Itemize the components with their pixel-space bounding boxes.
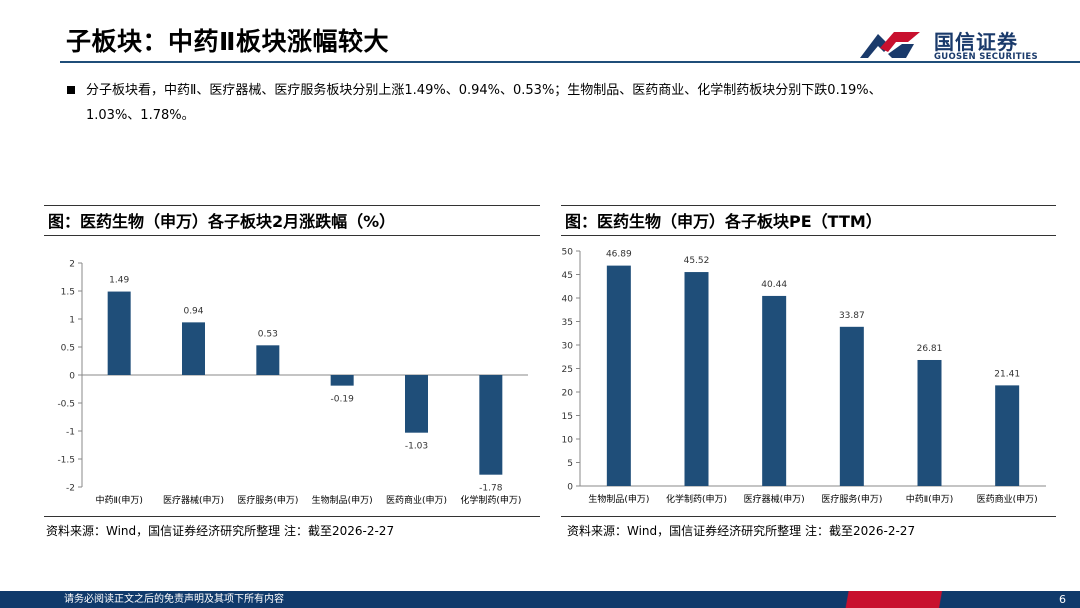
left-chart-y-tick-label: 2: [69, 260, 75, 270]
left-chart-bar: [182, 322, 205, 375]
right-chart-bar: [995, 385, 1020, 486]
left-chart-category-label: 化学制药(申万): [460, 494, 521, 506]
left-chart-y-tick-label: -0.5: [57, 400, 75, 410]
header-divider: [60, 61, 1080, 63]
right-chart-bar: [684, 272, 709, 486]
left-chart-y-tick-label: -1: [66, 428, 75, 438]
left-chart-source: 资料来源：Wind，国信证券经济研究所整理 注：截至2026-2-27: [46, 524, 395, 538]
page-title: 子板块：中药Ⅱ板块涨幅较大: [66, 27, 389, 56]
left-chart-heading: 图：医药生物（申万）各子板块2月涨跌幅（%）: [44, 205, 540, 236]
right-chart-bar: [762, 295, 787, 486]
left-chart-y-tick-label: -2: [66, 484, 75, 494]
left-chart-data-label: 1.49: [109, 276, 129, 286]
right-chart-category-label: 生物制品(申万): [588, 493, 649, 505]
left-chart-data-label: -0.19: [331, 395, 355, 405]
right-chart-data-label: 40.44: [761, 280, 787, 290]
right-chart-category-label: 化学制药(申万): [666, 493, 727, 505]
right-chart-y-tick-label: 35: [562, 318, 573, 328]
right-chart-y-tick-label: 10: [562, 436, 574, 446]
footer-bar: [0, 591, 1080, 608]
right-chart-bar: [917, 359, 942, 486]
left-chart-y-tick-label: -1.5: [57, 456, 75, 466]
left-chart-bar: [405, 375, 428, 433]
right-chart-y-tick-label: 15: [562, 412, 573, 422]
guosen-logo-icon: [860, 32, 920, 58]
left-chart-category-label: 医疗服务(申万): [237, 494, 298, 506]
left-chart-y-tick-label: 1.5: [61, 288, 75, 298]
left-chart-data-label: -1.78: [479, 484, 503, 494]
summary-line-1: 分子板块看，中药Ⅱ、医疗器械、医疗服务板块分别上涨1.49%、0.94%、0.5…: [86, 83, 882, 98]
right-chart-data-label: 46.89: [606, 250, 632, 260]
left-chart-data-label: 0.94: [183, 306, 203, 316]
right-chart-category-label: 医疗器械(申万): [744, 493, 805, 505]
left-chart-bar: [107, 291, 131, 375]
footer-disclaimer: 请务必阅读正文之后的免责声明及其项下所有内容: [64, 594, 284, 605]
right-chart-data-label: 33.87: [839, 311, 865, 321]
logo-english-name: GUOSEN SECURITIES: [934, 52, 1038, 62]
right-chart-frame: [561, 236, 1056, 517]
right-chart-category-label: 医药商业(申万): [977, 493, 1038, 505]
summary-text: 分子板块看，中药Ⅱ、医疗器械、医疗服务板块分别上涨1.49%、0.94%、0.5…: [86, 78, 1036, 128]
right-chart-data-label: 45.52: [684, 256, 710, 266]
right-chart-category-label: 医疗服务(申万): [821, 493, 882, 505]
left-chart-y-tick-label: 1: [69, 316, 75, 326]
left-chart-category-label: 中药Ⅱ(申万): [95, 494, 142, 506]
summary-line-2: 1.03%、1.78%。: [86, 108, 195, 123]
left-chart-category-label: 医药商业(申万): [386, 494, 447, 506]
right-chart-bar: [606, 265, 631, 486]
bullet-square-icon: [67, 86, 75, 94]
left-chart-data-label: 0.53: [258, 329, 278, 339]
left-chart-y-tick-label: 0.5: [61, 344, 75, 354]
right-chart-y-tick-label: 25: [562, 365, 573, 375]
right-chart-bar: [839, 326, 864, 486]
right-chart-y-tick-label: 20: [562, 389, 574, 399]
left-chart-bar: [330, 375, 354, 386]
right-chart-y-tick-label: 40: [562, 295, 574, 305]
right-chart-source: 资料来源：Wind，国信证券经济研究所整理 注：截至2026-2-27: [567, 524, 916, 538]
left-chart-category-label: 生物制品(申万): [312, 494, 373, 506]
right-chart-y-tick-label: 30: [562, 342, 574, 352]
logo-chinese-name: 国信证券: [934, 30, 1018, 54]
left-chart-bar: [479, 375, 503, 475]
right-chart-heading: 图：医药生物（申万）各子板块PE（TTM）: [561, 205, 1056, 236]
left-chart-category-label: 医疗器械(申万): [163, 494, 224, 506]
left-chart-frame: [44, 236, 540, 517]
right-chart-data-label: 21.41: [994, 369, 1020, 379]
left-chart-y-tick-label: 0: [69, 372, 75, 382]
page-number: 6: [1059, 593, 1066, 606]
left-chart-data-label: -1.03: [405, 442, 428, 452]
right-chart-y-tick-label: 50: [562, 248, 574, 258]
right-chart-data-label: 26.81: [917, 344, 943, 354]
right-chart-y-tick-label: 0: [567, 483, 573, 493]
right-chart-y-tick-label: 5: [567, 459, 573, 469]
company-logo: 国信证券 GUOSEN SECURITIES: [858, 22, 1080, 66]
right-chart-y-tick-label: 45: [562, 271, 573, 281]
right-chart-category-label: 中药Ⅱ(申万): [906, 493, 953, 505]
footer-accent: [840, 591, 1080, 608]
left-chart-bar: [256, 345, 280, 375]
